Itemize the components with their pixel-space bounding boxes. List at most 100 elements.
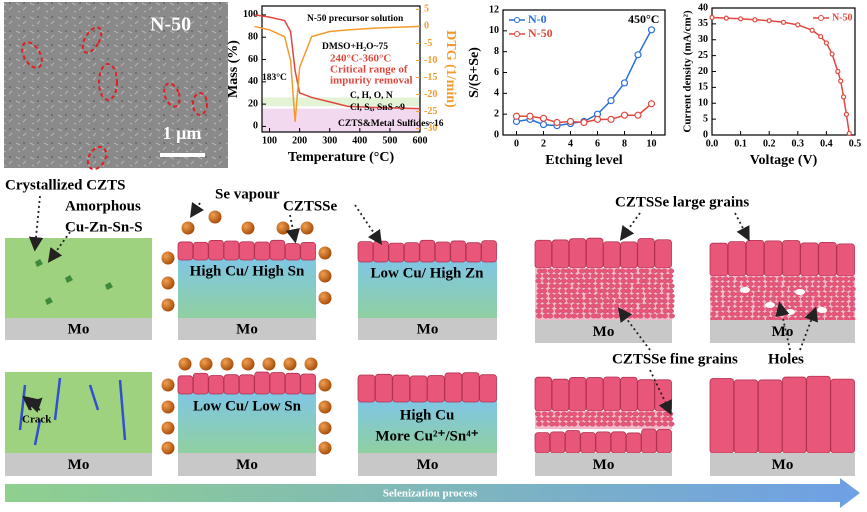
fine-grain [559, 283, 566, 289]
fine-grain [649, 303, 656, 309]
series-line [254, 25, 421, 122]
fine-grain [812, 301, 819, 307]
fine-grain [831, 281, 838, 287]
fine-grain [590, 411, 597, 417]
grain [727, 241, 747, 277]
fine-grain [668, 293, 675, 299]
fine-grain [625, 308, 632, 314]
grain [461, 372, 480, 403]
fine-grain [722, 296, 729, 302]
grain [300, 241, 316, 261]
fine-grain [836, 291, 843, 297]
fine-grain [560, 421, 567, 427]
y2-tick-label: -30 [424, 123, 437, 134]
hole [765, 302, 775, 308]
fine-grain [794, 301, 801, 307]
fine-grain [547, 303, 554, 309]
grain [551, 378, 570, 412]
fine-grain [656, 278, 663, 284]
fine-grain [753, 281, 760, 287]
fine-grain [807, 276, 814, 282]
fine-grain [662, 416, 669, 422]
se-particle [318, 378, 332, 392]
fine-grain [571, 421, 578, 427]
fine-grain [747, 281, 754, 287]
fine-grain [613, 278, 620, 284]
fine-grain [601, 421, 608, 427]
substrate-label: Mo [593, 324, 615, 340]
fine-grain [589, 416, 596, 422]
fine-grain [554, 298, 561, 304]
fine-grain [794, 296, 801, 302]
fine-grain [710, 296, 717, 302]
y-tick-label: 60 [248, 54, 258, 65]
layer-text: High Cu/ High Sn [190, 263, 305, 279]
se-particle [300, 221, 314, 235]
fine-grain [560, 411, 567, 417]
data-point [512, 112, 521, 120]
fine-grain [662, 421, 669, 427]
label: CZTSSe fine grains [612, 351, 738, 367]
fine-grain [849, 296, 856, 302]
grain [409, 375, 428, 403]
fine-grain [542, 278, 549, 284]
highlight-ellipse [21, 41, 43, 69]
fine-grain [613, 416, 620, 422]
grain [637, 379, 655, 412]
y-tick-label: 80 [248, 32, 258, 43]
fine-grain [632, 273, 639, 279]
fine-grain [758, 301, 765, 307]
grain [565, 430, 581, 454]
fine-grain [578, 278, 585, 284]
fine-grain [789, 276, 796, 282]
amorphous-film [5, 238, 152, 318]
fine-grain [577, 298, 584, 304]
substrate [535, 320, 672, 343]
fine-grain [668, 268, 675, 274]
fine-grain [589, 278, 596, 284]
data-point [647, 26, 656, 34]
fine-grain [661, 298, 668, 304]
fine-grain [819, 291, 826, 297]
grain [595, 431, 612, 454]
fine-grain [771, 311, 778, 317]
pointer [354, 204, 383, 245]
fine-grain [842, 296, 849, 302]
pointer [285, 214, 300, 244]
fine-grain [602, 283, 609, 289]
fine-grain [584, 421, 591, 427]
fine-grain [752, 296, 759, 302]
substrate [5, 453, 152, 476]
fine-grain [644, 421, 651, 427]
se-particle [318, 269, 332, 283]
fine-grain [650, 298, 657, 304]
x-tick-label: 10 [647, 138, 657, 149]
se-particle [208, 210, 222, 224]
fine-grain [566, 278, 573, 284]
fine-grain [554, 411, 561, 417]
fine-grain [637, 298, 644, 304]
y-tick-label: 100 [243, 9, 258, 20]
annotation: DMSO+H₂O~75 [322, 42, 388, 52]
highlight-ellipse [98, 63, 118, 101]
fine-grain [631, 293, 638, 299]
fine-grain [590, 303, 597, 309]
fine-grain [637, 283, 644, 289]
fine-grain [667, 411, 674, 417]
fine-grain [601, 278, 608, 284]
fine-grain [710, 291, 717, 297]
x-tick-label: 300 [322, 135, 337, 146]
substrate [178, 453, 316, 476]
hole [785, 309, 795, 315]
se-particle [161, 400, 175, 414]
fine-grain [595, 416, 602, 422]
fine-grain [559, 416, 566, 422]
fine-grain [560, 293, 567, 299]
pointer [190, 202, 204, 218]
fine-grain [776, 291, 783, 297]
substrate [710, 453, 855, 476]
grain [269, 239, 286, 261]
fine-grain [668, 298, 675, 304]
fine-grain [637, 416, 644, 422]
grain [374, 373, 393, 403]
